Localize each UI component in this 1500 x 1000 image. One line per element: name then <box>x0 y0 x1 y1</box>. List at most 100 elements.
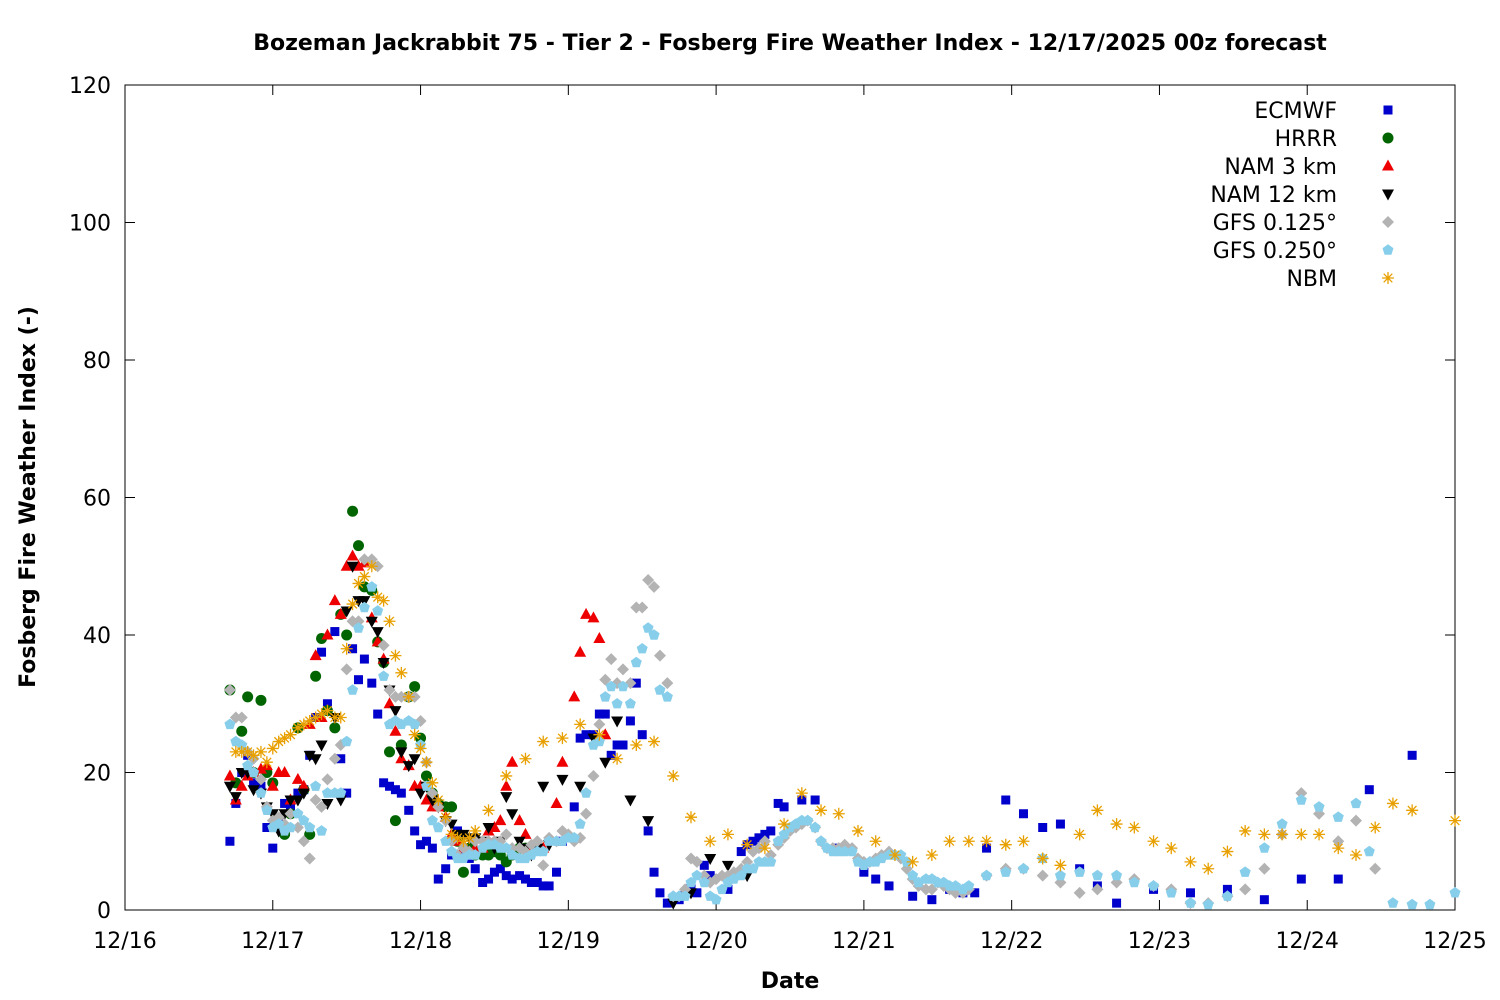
data-point <box>630 656 642 668</box>
legend-label: NBM <box>1286 267 1337 292</box>
y-tick-label: 40 <box>83 624 111 649</box>
data-point <box>1313 828 1326 841</box>
data-point <box>500 842 512 853</box>
data-point <box>925 849 938 861</box>
data-point <box>721 860 734 872</box>
data-point <box>1110 818 1123 831</box>
data-point <box>352 615 365 628</box>
legend-label: NAM 12 km <box>1210 183 1337 208</box>
data-point <box>556 774 569 786</box>
data-point <box>500 769 513 782</box>
y-tick-label: 60 <box>83 487 111 512</box>
data-point <box>710 893 722 905</box>
data-point <box>241 745 254 758</box>
series-nbm <box>229 560 1461 875</box>
data-point <box>617 680 629 692</box>
data-point <box>662 898 672 908</box>
data-point <box>550 796 563 808</box>
data-point <box>1313 801 1325 812</box>
data-point <box>661 691 673 702</box>
data-point <box>494 814 507 826</box>
data-point <box>832 807 845 820</box>
data-point <box>741 838 754 851</box>
data-point <box>501 871 511 881</box>
data-point <box>426 814 438 826</box>
data-point <box>1054 869 1066 881</box>
data-point <box>795 787 808 800</box>
data-point <box>1038 823 1048 832</box>
x-tick-label: 12/25 <box>1423 929 1486 954</box>
data-point <box>679 890 691 901</box>
data-point <box>943 835 956 848</box>
data-point <box>1258 828 1271 841</box>
data-point <box>383 684 396 696</box>
data-point <box>519 752 532 765</box>
data-point <box>611 698 623 709</box>
data-point <box>371 591 384 604</box>
data-point <box>625 716 635 726</box>
data-point <box>225 836 235 846</box>
data-point <box>395 690 408 703</box>
data-point <box>416 840 426 850</box>
data-point <box>408 728 421 741</box>
data-point <box>721 828 734 841</box>
data-point <box>636 601 649 614</box>
data-point <box>606 750 616 760</box>
chart-title: Bozeman Jackrabbit 75 - Tier 2 - Fosberg… <box>253 31 1327 56</box>
y-axis-label: Fosberg Fire Weather Index (-) <box>16 306 41 688</box>
legend: ECMWF HRRR NAM 3 km NAM 12 km GFS 0.125° GFS … <box>1210 99 1394 292</box>
data-point <box>636 643 648 654</box>
data-point <box>223 781 236 793</box>
data-point <box>1222 884 1232 894</box>
data-point <box>321 798 334 810</box>
data-point <box>748 836 758 846</box>
data-point <box>758 842 771 855</box>
x-tick-label: 12/22 <box>980 929 1043 954</box>
data-point <box>736 847 746 857</box>
data-point <box>249 778 259 788</box>
data-point <box>797 795 807 805</box>
data-point <box>427 843 437 853</box>
data-point <box>839 845 851 857</box>
data-point <box>506 755 519 767</box>
legend-marker <box>1382 244 1394 255</box>
data-point <box>377 639 390 652</box>
data-point <box>537 859 550 872</box>
data-point <box>284 807 297 820</box>
data-point <box>1295 828 1308 841</box>
data-point <box>970 888 980 898</box>
data-point <box>532 878 542 887</box>
data-point <box>1258 862 1271 875</box>
data-point <box>256 781 266 791</box>
data-point <box>667 898 680 910</box>
data-point <box>1295 787 1308 800</box>
data-point <box>310 670 322 682</box>
data-point <box>569 802 579 812</box>
data-point <box>402 690 415 703</box>
data-point <box>612 740 622 750</box>
data-point <box>859 867 869 877</box>
data-point <box>1000 866 1012 877</box>
data-point <box>488 821 501 832</box>
legend-marker <box>1382 216 1394 228</box>
data-point <box>648 629 660 640</box>
data-point <box>489 867 499 877</box>
data-point <box>1276 828 1289 841</box>
data-point <box>1055 819 1065 829</box>
data-point <box>1091 804 1104 817</box>
data-point <box>543 835 555 846</box>
data-point <box>410 826 420 836</box>
data-point <box>1369 821 1382 834</box>
data-point <box>495 864 505 874</box>
data-point <box>667 769 680 782</box>
data-point <box>624 698 636 709</box>
data-point <box>432 794 445 806</box>
data-point <box>272 735 285 748</box>
data-point <box>1221 845 1234 858</box>
data-point <box>482 804 495 817</box>
data-point <box>648 580 661 593</box>
data-point <box>1165 887 1177 898</box>
data-point <box>1387 897 1399 908</box>
data-point <box>347 505 359 517</box>
data-point <box>642 816 655 828</box>
